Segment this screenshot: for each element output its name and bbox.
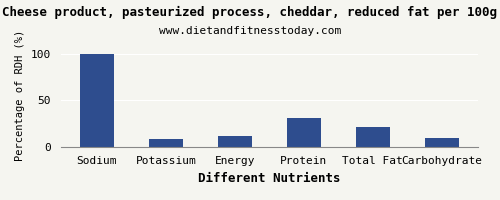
Text: Cheese product, pasteurized process, cheddar, reduced fat per 100g: Cheese product, pasteurized process, che…	[2, 6, 498, 19]
Bar	[218, 136, 252, 147]
Bar	[80, 54, 114, 147]
Bar	[148, 139, 183, 147]
Y-axis label: Percentage of RDH (%): Percentage of RDH (%)	[15, 30, 25, 161]
Bar	[424, 138, 459, 147]
Bar	[286, 118, 321, 147]
Bar	[356, 127, 390, 147]
Text: www.dietandfitnesstoday.com: www.dietandfitnesstoday.com	[159, 26, 341, 36]
X-axis label: Different Nutrients: Different Nutrients	[198, 172, 340, 185]
